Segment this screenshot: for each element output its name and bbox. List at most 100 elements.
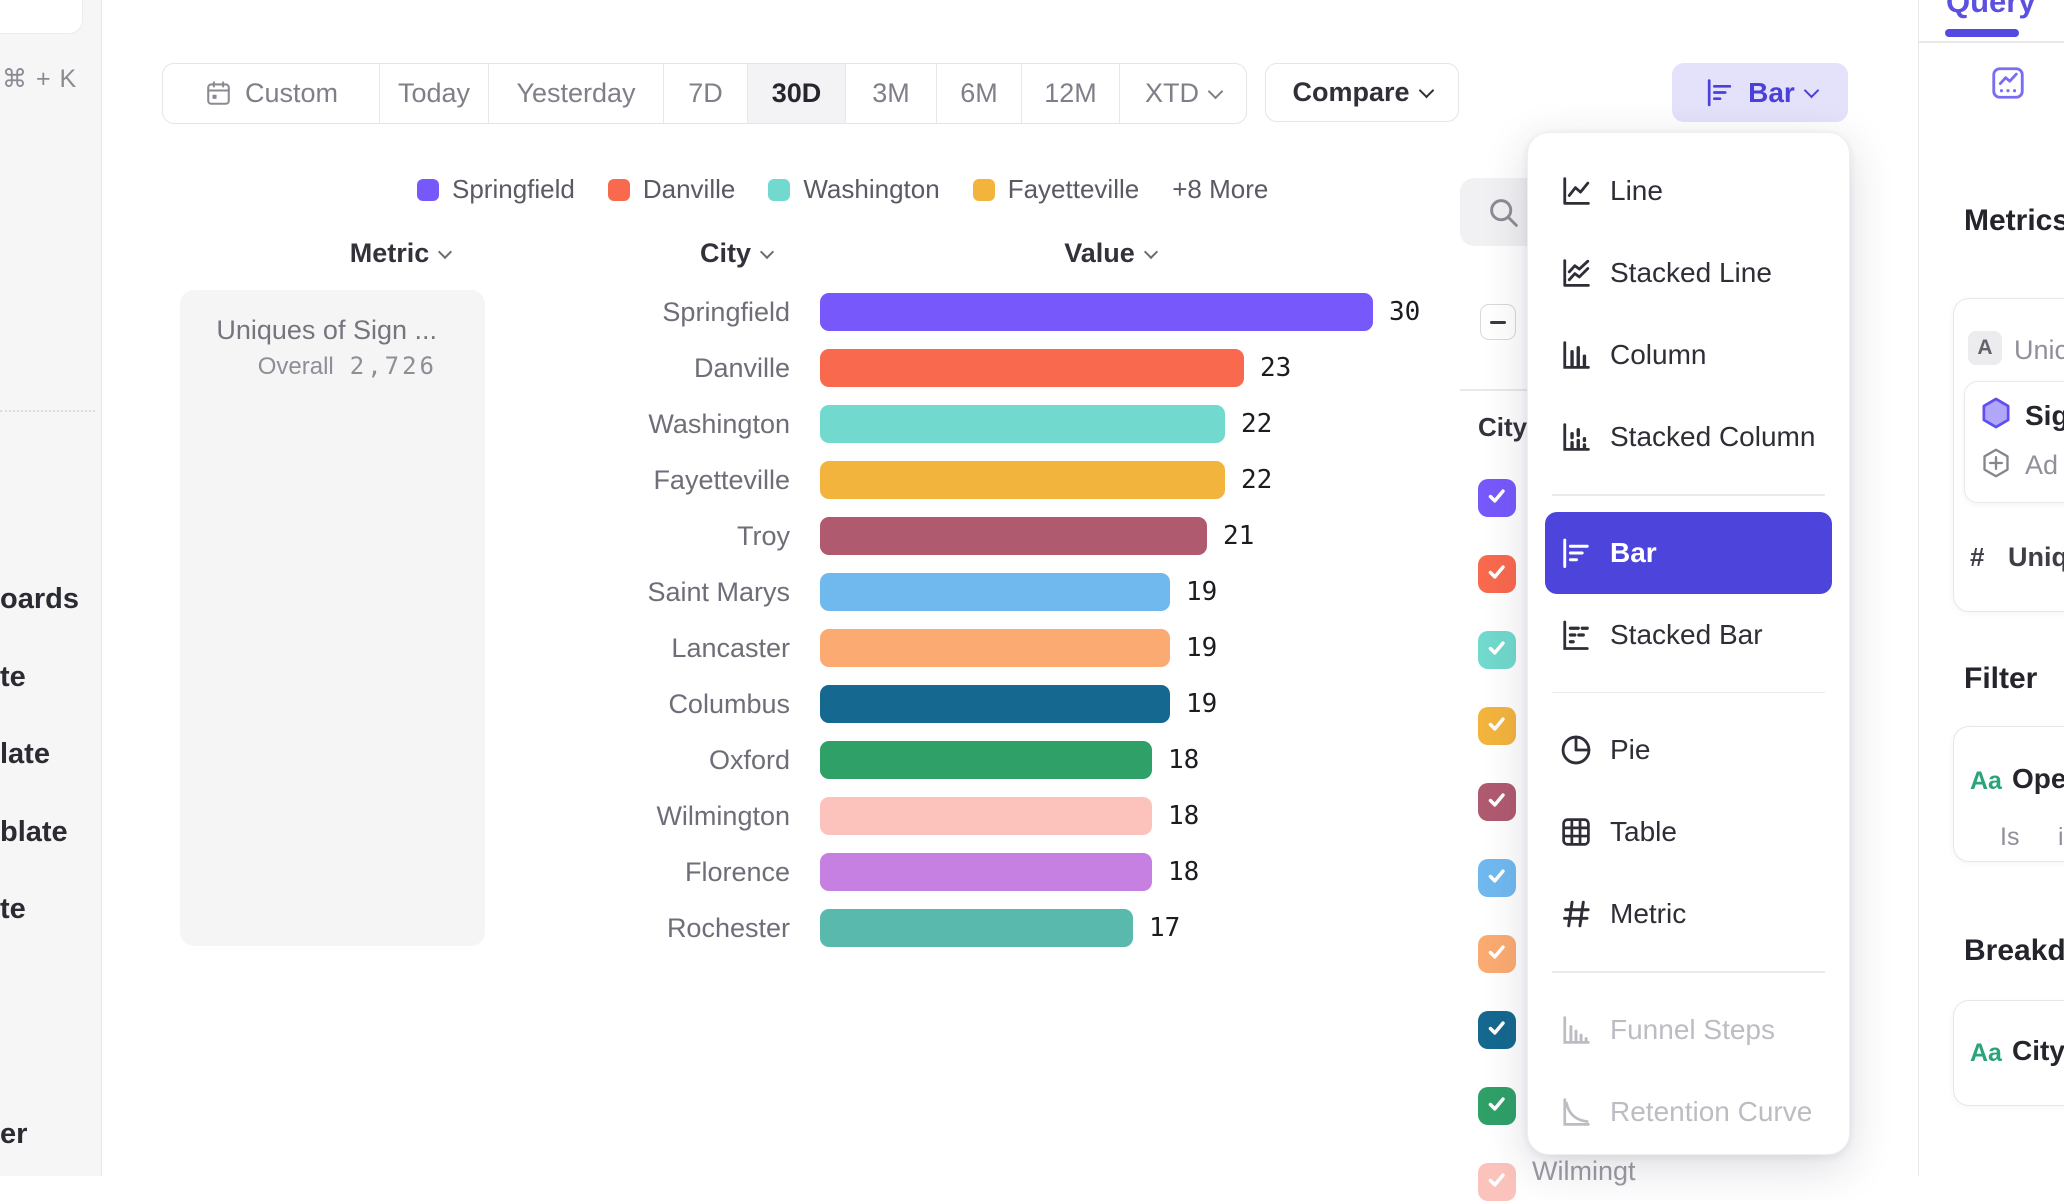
sidebar-item-truncated[interactable]: oards (0, 583, 79, 615)
menu-item-stacked-column[interactable]: Stacked Column (1528, 396, 1849, 478)
column-header-metric[interactable]: Metric (290, 238, 510, 269)
menu-item-retention-curve: Retention Curve (1528, 1071, 1849, 1153)
check-icon (1485, 940, 1509, 969)
add-event-label[interactable]: Ad (2025, 450, 2059, 480)
insights-chart-icon[interactable] (1989, 64, 2027, 107)
app-sidebar: ⌘ + K oards te late blate te er (0, 0, 102, 1176)
date-range-7d[interactable]: 7D (663, 64, 747, 123)
funnel-steps-icon (1558, 1012, 1610, 1048)
check-icon (1485, 1092, 1509, 1121)
date-range-picker: Custom Today Yesterday 7D 30D 3M 6M 12M XTD (162, 63, 1247, 124)
bar[interactable] (820, 405, 1225, 443)
bar-chart-icon (1558, 535, 1610, 571)
date-range-yesterday[interactable]: Yesterday (488, 64, 663, 123)
menu-item-bar[interactable]: Bar (1545, 511, 1832, 594)
menu-item-funnel-steps: Funnel Steps (1528, 989, 1849, 1071)
bar[interactable] (820, 685, 1170, 723)
city-checkbox-washington[interactable] (1478, 631, 1516, 669)
city-checkbox-columbus[interactable] (1478, 1011, 1516, 1049)
check-icon (1485, 1168, 1509, 1197)
menu-item-stacked-bar[interactable]: Stacked Bar (1528, 594, 1849, 676)
bar[interactable] (820, 293, 1373, 331)
bar-value: 23 (1260, 353, 1292, 383)
sidebar-item-truncated[interactable]: te (0, 893, 26, 925)
chart-type-button[interactable]: Bar (1672, 63, 1848, 122)
chart-row-wilmington: Wilmington 18 (0, 788, 1500, 844)
city-checkbox-wilmington[interactable] (1478, 1163, 1516, 1201)
check-icon (1485, 636, 1509, 665)
legend-item-springfield[interactable]: Springfield (417, 174, 575, 205)
city-checkbox-troy[interactable] (1478, 783, 1516, 821)
series-letter-badge: A (1968, 331, 2002, 365)
city-checkbox-saint-marys[interactable] (1478, 859, 1516, 897)
legend-item-washington[interactable]: Washington (768, 174, 940, 205)
bar[interactable] (820, 461, 1225, 499)
bar[interactable] (820, 517, 1207, 555)
date-range-30d[interactable]: 30D (747, 64, 845, 123)
query-panel: Query Metrics A Unic Sig Ad # Uniqu Filt… (1918, 0, 2064, 1176)
city-checkbox-oxford[interactable] (1478, 1087, 1516, 1125)
panel-divider (1919, 41, 2064, 43)
event-card[interactable]: Sig Ad (1964, 381, 2064, 503)
filter-value[interactable]: i (2058, 823, 2064, 851)
menu-divider (1552, 691, 1825, 693)
bar[interactable] (820, 573, 1170, 611)
menu-divider (1552, 971, 1825, 973)
city-checkbox-lancaster[interactable] (1478, 935, 1516, 973)
menu-item-stacked-line[interactable]: Stacked Line (1528, 232, 1849, 314)
column-header-value[interactable]: Value (1000, 238, 1220, 269)
bar[interactable] (820, 629, 1170, 667)
bar-value: 18 (1168, 857, 1200, 887)
chart-row-washington: Washington 22 (0, 396, 1500, 452)
legend-more-link[interactable]: +8 More (1172, 174, 1269, 204)
menu-item-table[interactable]: Table (1528, 791, 1849, 873)
string-property-icon: Aa (1970, 1039, 2002, 1067)
date-range-xtd[interactable]: XTD (1119, 64, 1246, 123)
sidebar-item-truncated[interactable]: blate (0, 816, 68, 848)
breakdown-card[interactable]: Aa City (1953, 1000, 2064, 1106)
date-range-12m[interactable]: 12M (1021, 64, 1119, 123)
category-label: Oxford (708, 745, 790, 775)
chevron-down-icon (1803, 82, 1820, 99)
legend-item-danville[interactable]: Danville (607, 174, 735, 205)
aggregation-row[interactable]: Uniqu (2008, 542, 2064, 572)
menu-item-metric[interactable]: Metric (1528, 873, 1849, 955)
date-range-3m[interactable]: 3M (845, 64, 936, 123)
filter-operator[interactable]: Is (2000, 823, 2020, 851)
metric-card[interactable]: Uniques of Sign ... Overall 2,726 (180, 290, 485, 946)
legend-swatch (768, 178, 791, 201)
menu-item-column[interactable]: Column (1528, 314, 1849, 396)
category-label: Troy (737, 521, 790, 551)
bar[interactable] (820, 349, 1244, 387)
city-checkbox-springfield[interactable] (1478, 479, 1516, 517)
active-tab-indicator (1945, 29, 2019, 37)
filter-card[interactable]: Aa Ope Is i (1953, 726, 2064, 862)
breakdown-group-header: City (1478, 412, 1528, 442)
category-label: Washington (648, 409, 790, 439)
menu-item-line[interactable]: Line (1528, 150, 1849, 232)
legend-item-fayetteville[interactable]: Fayetteville (972, 174, 1139, 205)
date-range-6m[interactable]: 6M (936, 64, 1021, 123)
category-label: Saint Marys (647, 577, 790, 607)
select-all-checkbox[interactable] (1480, 304, 1516, 340)
pie-chart-icon (1558, 732, 1610, 768)
city-checkbox-fayetteville[interactable] (1478, 707, 1516, 745)
sidebar-item-truncated[interactable]: er (0, 1118, 28, 1150)
bar[interactable] (820, 797, 1152, 835)
date-range-custom[interactable]: Custom (163, 64, 379, 123)
bar[interactable] (820, 741, 1152, 779)
sidebar-item-truncated[interactable]: te (0, 661, 26, 693)
metrics-card[interactable]: A Unic Sig Ad # Uniqu (1953, 298, 2064, 612)
chart-row-lancaster: Lancaster 19 (0, 620, 1500, 676)
city-checkbox-danville[interactable] (1478, 555, 1516, 593)
date-range-today[interactable]: Today (379, 64, 488, 123)
menu-item-pie[interactable]: Pie (1528, 709, 1849, 791)
bar[interactable] (820, 909, 1133, 947)
sidebar-item-truncated[interactable]: late (0, 738, 50, 770)
tab-query[interactable]: Query (1946, 0, 2036, 19)
compare-button[interactable]: Compare (1265, 63, 1459, 122)
column-header-city[interactable]: City (626, 238, 846, 269)
bar[interactable] (820, 853, 1152, 891)
filter-property: Ope (2012, 763, 2064, 794)
bar-value: 30 (1389, 297, 1421, 327)
